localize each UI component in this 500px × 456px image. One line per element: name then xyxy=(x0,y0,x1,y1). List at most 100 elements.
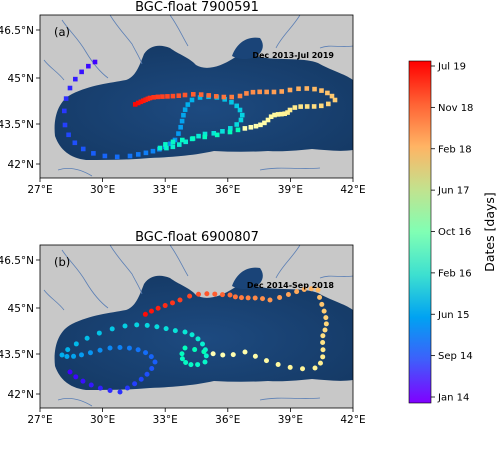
float-a-marker xyxy=(170,93,176,99)
float-a-marker xyxy=(189,97,195,103)
float-a-marker xyxy=(91,151,96,156)
float-b-marker xyxy=(138,376,144,382)
float-b-marker xyxy=(320,340,326,346)
float-b-marker xyxy=(252,295,258,301)
float-b-marker xyxy=(232,294,238,300)
float-a-marker xyxy=(62,122,68,128)
float-b-marker xyxy=(134,322,140,328)
float-a-marker xyxy=(237,93,243,99)
float-b-marker xyxy=(142,311,148,317)
float-a-marker xyxy=(67,85,73,91)
float-a-marker xyxy=(220,129,225,134)
float-a-marker xyxy=(150,148,156,154)
float-b-marker xyxy=(148,354,154,360)
colorbar-tick: Oct 16 xyxy=(438,227,471,238)
float-a-marker xyxy=(160,94,165,99)
float-b-marker xyxy=(263,358,269,364)
panel-a-lon-tick: 33°E xyxy=(153,184,178,196)
float-a-marker xyxy=(272,112,277,118)
float-a-marker xyxy=(279,89,285,94)
float-a-marker xyxy=(229,99,234,105)
panel-a-date-range: Dec 2013-Jul 2019 xyxy=(252,51,334,60)
float-b-marker xyxy=(64,353,70,359)
float-a-marker xyxy=(73,76,78,82)
panel-a-lon-tick: 30°E xyxy=(90,184,115,196)
panel-a-lat-tick: 43.5°N xyxy=(0,119,34,131)
float-a-marker xyxy=(182,92,188,98)
float-b-marker xyxy=(227,292,233,298)
float-b-marker xyxy=(65,347,71,353)
float-b-marker xyxy=(122,323,128,329)
float-a-marker xyxy=(311,104,317,109)
panel-a-title: BGC-float 7900591 xyxy=(135,0,259,15)
float-b-marker xyxy=(238,295,244,301)
float-a-marker xyxy=(319,88,324,93)
float-a-marker xyxy=(312,86,317,92)
frame-a xyxy=(39,14,354,179)
float-b-marker xyxy=(179,351,185,357)
float-b-marker xyxy=(144,322,150,328)
float-a-marker xyxy=(234,122,240,127)
float-b-marker xyxy=(188,362,194,368)
float-b-marker xyxy=(320,347,326,353)
float-b-marker xyxy=(196,291,202,297)
panel-a-lat-tick: 46.5°N xyxy=(0,25,34,37)
float-b-marker xyxy=(323,315,329,321)
float-b-marker xyxy=(148,308,154,314)
panel-b-lon-tick: 42°E xyxy=(340,414,365,426)
float-b-marker xyxy=(96,330,102,336)
float-b-marker xyxy=(179,356,185,362)
panel-b-lon-tick: 39°E xyxy=(278,414,303,426)
float-a-marker xyxy=(127,153,133,159)
float-b-marker xyxy=(323,321,329,327)
ticks-a: 27°E 30°E 33°E 36°E 39°E 42°E 46.5°N 45°N 43.5°N… xyxy=(0,25,366,196)
float-b-marker xyxy=(177,297,183,303)
float-b-marker xyxy=(212,291,218,297)
float-a-marker xyxy=(222,97,227,102)
float-b-marker xyxy=(200,341,205,347)
float-a-marker xyxy=(198,92,204,97)
float-b-marker xyxy=(320,354,326,360)
float-b-marker xyxy=(149,366,155,372)
float-b-marker xyxy=(73,374,79,380)
float-b-marker xyxy=(204,291,210,297)
float-a-marker xyxy=(181,112,186,118)
float-b-marker xyxy=(170,300,176,306)
colorbar-ticks: Jul 19 Nov 18 Feb 18 Jun 17 Oct 16 Feb 16 Jun … xyxy=(431,62,473,404)
float-a-marker xyxy=(318,103,324,109)
panel-b-label: (b) xyxy=(54,255,70,269)
float-b-marker xyxy=(201,349,207,355)
float-a-marker xyxy=(141,98,146,104)
float-a-marker xyxy=(132,102,138,107)
float-b-marker xyxy=(260,296,266,302)
float-b-marker xyxy=(319,301,325,307)
colorbar-tick: Jun 15 xyxy=(437,310,470,321)
panel-b-date-range: Dec 2014-Sep 2018 xyxy=(247,281,335,290)
float-b-marker xyxy=(144,371,150,377)
panel-a-lon-tick: 36°E xyxy=(215,184,240,196)
panel-b-lon-tick: 27°E xyxy=(27,414,52,426)
float-b-marker xyxy=(210,351,216,357)
float-a-marker xyxy=(227,129,233,135)
float-b-marker xyxy=(294,289,300,295)
float-a-marker xyxy=(190,136,196,141)
float-a-marker xyxy=(151,95,156,100)
panel-b-title: BGC-float 6900807 xyxy=(135,230,259,245)
float-a-marker xyxy=(229,94,235,100)
float-a-marker xyxy=(285,110,290,115)
float-b-marker xyxy=(183,360,189,365)
float-b-marker xyxy=(321,308,327,314)
float-b-marker xyxy=(230,352,236,358)
float-a-marker xyxy=(264,89,269,95)
float-b-marker xyxy=(80,378,86,384)
panel-a-label: (a) xyxy=(54,25,70,39)
float-b-marker xyxy=(308,286,314,292)
float-b-marker xyxy=(192,347,198,353)
float-a-marker xyxy=(237,107,243,113)
float-a-marker xyxy=(242,126,248,131)
float-a-marker xyxy=(238,117,244,123)
float-a-marker xyxy=(211,131,217,136)
float-b-marker xyxy=(71,353,77,359)
float-a-marker xyxy=(178,124,183,130)
float-a-marker xyxy=(114,154,120,160)
